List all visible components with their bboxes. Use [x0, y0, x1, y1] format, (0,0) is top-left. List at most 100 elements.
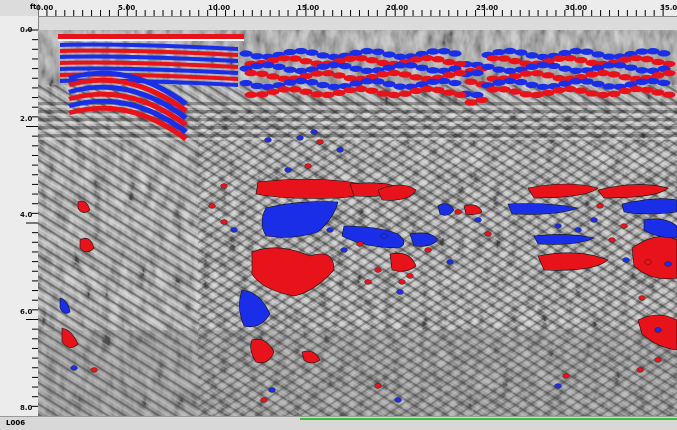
shallow-band-reflection [239, 50, 253, 57]
shallow-band-reflection [426, 78, 440, 85]
shallow-band-reflection [354, 85, 368, 93]
shallow-band-reflection [387, 69, 401, 77]
shallow-band-reflection [409, 74, 423, 81]
shallow-band-reflection [393, 53, 407, 60]
negative-speckle [296, 135, 304, 141]
positive-speckle [406, 273, 414, 279]
shallow-band-reflection [530, 69, 544, 77]
shallow-band-reflection [261, 83, 275, 91]
negative-speckle [654, 327, 662, 333]
shallow-band-reflection [525, 52, 539, 59]
shallow-layer-reflection [68, 84, 188, 120]
negative-speckle [268, 387, 276, 393]
shallow-band-reflection [360, 67, 374, 75]
shallow-band-reflection [574, 56, 588, 64]
positive-speckle [374, 267, 382, 273]
negative-speckle [394, 397, 402, 403]
negative-speckle [446, 259, 454, 265]
shallow-band-reflection [492, 48, 506, 56]
shallow-band-reflection [591, 51, 605, 58]
shallow-band-reflection [651, 89, 665, 96]
x-tick-label: 5.00 [118, 4, 136, 12]
positive-anomaly [631, 236, 677, 280]
shallow-band-reflection [646, 77, 660, 85]
shallow-band-reflection [596, 91, 610, 99]
shallow-band-reflection [426, 48, 440, 55]
shallow-band-reflection [442, 71, 456, 79]
shallow-band-reflection [376, 71, 390, 78]
positive-speckle [644, 259, 652, 265]
shallow-band-reflection [349, 49, 363, 57]
shallow-band-reflection [569, 47, 583, 55]
positive-speckle [608, 237, 616, 243]
shallow-band-reflection [255, 91, 269, 98]
shallow-band-reflection [360, 47, 374, 55]
shallow-band-reflection [525, 81, 539, 89]
shallow-band-reflection [305, 49, 319, 56]
shallow-band-reflection [629, 85, 643, 93]
shallow-band-reflection [514, 49, 528, 56]
shallow-layer-reflection [68, 91, 188, 127]
shallow-band-reflection [277, 54, 291, 62]
shallow-band-reflection [426, 67, 440, 74]
shallow-band-reflection [321, 70, 335, 77]
positive-speckle [620, 223, 628, 229]
shallow-band-reflection [299, 72, 313, 80]
x-tick-label: 30.00 [565, 4, 588, 12]
shallow-band-reflection [343, 74, 357, 82]
shallow-band-reflection [365, 56, 379, 64]
positive-anomaly [61, 327, 79, 348]
surface-reflection [58, 39, 244, 41]
radargram-image[interactable] [38, 30, 677, 416]
shallow-band-reflection [250, 62, 264, 70]
shallow-band-reflection [376, 59, 390, 67]
shallow-band-reflection [316, 81, 330, 89]
x-tick-label: 10.00 [208, 4, 231, 12]
negative-anomaly [507, 203, 580, 215]
y-tick-label: 2.0 [20, 115, 33, 123]
shallow-band-reflection [519, 70, 533, 77]
shallow-band-reflection [486, 55, 500, 62]
deep-attenuation [38, 330, 677, 416]
negative-anomaly [59, 297, 71, 314]
x-tick-label: 20.00 [386, 4, 409, 12]
shallow-band-reflection [470, 91, 484, 99]
x-tick-label: 25.00 [476, 4, 499, 12]
shallow-band-reflection [662, 69, 676, 77]
shallow-band-reflection [569, 78, 583, 85]
negative-anomaly [621, 198, 677, 215]
shallow-layer-reflection [60, 66, 238, 75]
shallow-layer-reflection [60, 42, 238, 51]
shallow-band-reflection [640, 86, 654, 94]
positive-anomaly [377, 184, 417, 201]
status-bar: L006 [0, 416, 677, 430]
y-tick-label: 0.0 [20, 26, 33, 34]
shallow-layer-reflection [60, 54, 238, 63]
negative-anomaly [261, 201, 339, 238]
shallow-band-reflection [266, 73, 280, 80]
shallow-band-reflection [409, 56, 423, 63]
shallow-band-reflection [420, 54, 434, 62]
negative-speckle [396, 289, 404, 295]
shallow-band-reflection [448, 50, 462, 57]
shallow-band-reflection [657, 50, 671, 57]
positive-speckle [220, 183, 228, 189]
shallow-band-reflection [591, 80, 605, 88]
shallow-band-reflection [343, 86, 357, 94]
y-tick-label: 4.0 [20, 211, 33, 219]
shallow-band-reflection [547, 62, 561, 70]
positive-speckle [220, 219, 228, 225]
shallow-band-reflection [508, 72, 522, 80]
positive-anomaly [537, 252, 609, 271]
shallow-band-reflection [365, 87, 379, 94]
shallow-band-reflection [530, 91, 544, 99]
negative-speckle [336, 147, 344, 153]
positive-speckle [356, 241, 364, 247]
shallow-layer-reflection [68, 105, 188, 141]
shallow-band-reflection [602, 83, 616, 90]
shallow-band-reflection [431, 56, 445, 63]
shallow-band-reflection [437, 77, 451, 85]
negative-speckle [664, 261, 672, 267]
positive-speckle [316, 139, 324, 145]
shallow-band-reflection [382, 64, 396, 71]
